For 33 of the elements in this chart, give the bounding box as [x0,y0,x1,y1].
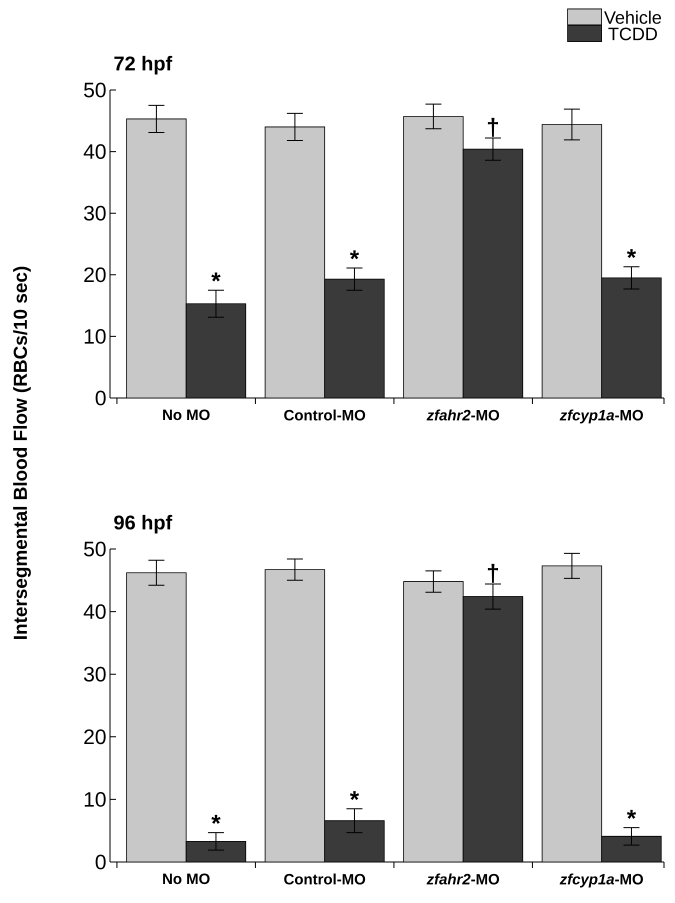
annotation: † [488,118,498,137]
y-tick-label: 10 [84,792,106,807]
y-tick-label: 20 [84,267,106,282]
y-tick-label: 20 [84,729,106,744]
chart-title: 72 hpf [114,56,172,75]
y-tick-label: 30 [84,666,106,682]
x-tick-label: zfcyp1a-MO [560,874,643,888]
annotation: * [626,810,636,819]
legend-label: Vehicle [604,10,661,24]
x-tick-label: No MO [163,874,210,884]
chart-title: 96 hpf [114,514,172,534]
y-tick-label: 0 [96,854,106,870]
y-tick-label: 40 [84,604,106,620]
legend-label: TCDD [608,28,657,40]
annotation: * [211,272,221,282]
x-tick-label: No MO [163,410,210,420]
annotation: * [211,814,221,824]
annotation: * [350,791,360,800]
y-tick-label: 30 [84,206,106,221]
annotation: * [626,249,636,258]
y-tick-label: 10 [84,328,106,344]
annotation: * [350,250,360,260]
x-tick-label: zfahr2-MO [426,874,500,884]
y-axis-title: Intersegmental Blood Flow (RBCs/10 sec) [13,266,31,639]
x-tick-label: zfahr2-MO [426,410,500,420]
y-tick-label: 0 [96,390,106,406]
y-tick-label: 40 [84,144,106,159]
x-tick-label: zfcyp1a-MO [560,410,643,424]
x-tick-label: Control-MO [284,410,366,420]
x-tick-label: Control-MO [284,874,366,884]
y-tick-label: 50 [84,542,106,556]
annotation: † [488,564,498,583]
y-tick-label: 50 [84,82,106,98]
